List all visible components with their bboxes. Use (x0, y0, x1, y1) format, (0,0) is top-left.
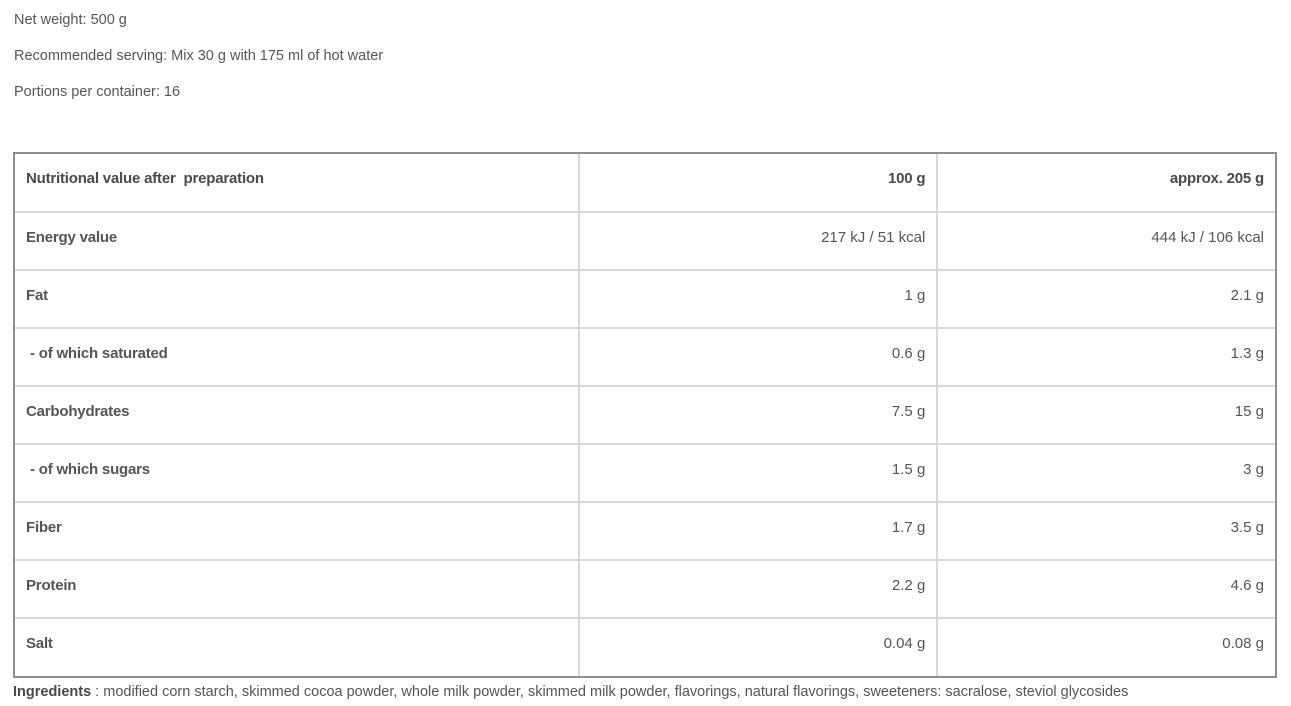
nutrient-label-cell: Energy value (15, 211, 581, 271)
per-serving-cell: 444 kJ / 106 kcal (936, 211, 1275, 271)
per-serving-cell: 1.3 g (936, 327, 1275, 387)
nutrition-table: Nutritional value after preparation 100 … (15, 154, 1275, 676)
ingredients-line: Ingredients : modified corn starch, skim… (13, 684, 1291, 701)
per-serving-cell: 2.1 g (936, 269, 1275, 329)
per-serving-cell: 4.6 g (936, 559, 1275, 619)
per-100g-cell: 2.2 g (578, 559, 939, 619)
table-row-salt: Salt 0.04 g 0.08 g (15, 617, 1275, 676)
nutrient-label-cell: Carbohydrates (15, 385, 581, 445)
portions-text: Portions per container: 16 (14, 84, 181, 100)
per-100g-cell: 0.04 g (578, 617, 939, 676)
nutrient-label-cell: Salt (15, 617, 581, 676)
per-100g-cell: 1 g (578, 269, 939, 329)
per-100g-cell: 217 kJ / 51 kcal (578, 211, 939, 271)
table-header-row: Nutritional value after preparation 100 … (15, 154, 1275, 213)
table-row-sugars: - of which sugars 1.5 g 3 g (15, 443, 1275, 503)
table-row-protein: Protein 2.2 g 4.6 g (15, 559, 1275, 619)
ingredients-text: : modified corn starch, skimmed cocoa po… (91, 684, 1129, 700)
per-serving-cell: 3.5 g (936, 501, 1275, 561)
recommended-serving-text: Recommended serving: Mix 30 g with 175 m… (14, 48, 384, 64)
table-row-energy: Energy value 217 kJ / 51 kcal 444 kJ / 1… (15, 211, 1275, 271)
per-100g-cell: 1.5 g (578, 443, 939, 503)
nutrition-table-container: Nutritional value after preparation 100 … (13, 152, 1277, 678)
per-100g-cell: 0.6 g (578, 327, 939, 387)
per-serving-cell: 3 g (936, 443, 1275, 503)
table-row-carbohydrates: Carbohydrates 7.5 g 15 g (15, 385, 1275, 445)
nutrient-label-cell: - of which sugars (15, 443, 581, 503)
per-serving-cell: 15 g (936, 385, 1275, 445)
nutrient-label-cell: Fat (15, 269, 581, 329)
header-per-100g: 100 g (578, 154, 939, 213)
table-row-fat: Fat 1 g 2.1 g (15, 269, 1275, 329)
net-weight-text: Net weight: 500 g (14, 12, 127, 28)
product-info-block: Net weight: 500 g Recommended serving: M… (0, 0, 1291, 100)
nutrient-label-cell: Protein (15, 559, 581, 619)
per-100g-cell: 1.7 g (578, 501, 939, 561)
nutrient-label-cell: Fiber (15, 501, 581, 561)
per-100g-cell: 7.5 g (578, 385, 939, 445)
table-row-saturated: - of which saturated 0.6 g 1.3 g (15, 327, 1275, 387)
table-row-fiber: Fiber 1.7 g 3.5 g (15, 501, 1275, 561)
header-per-serving: approx. 205 g (936, 154, 1275, 213)
nutrient-label-cell: - of which saturated (15, 327, 581, 387)
per-serving-cell: 0.08 g (936, 617, 1275, 676)
header-nutritional-value: Nutritional value after preparation (15, 154, 581, 213)
ingredients-label: Ingredients (13, 684, 92, 700)
